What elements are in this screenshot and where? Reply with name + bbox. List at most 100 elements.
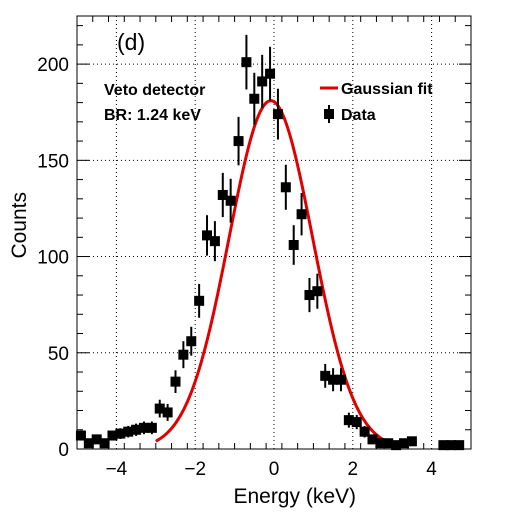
data-marker — [391, 440, 402, 451]
data-point — [257, 54, 268, 108]
data-marker — [99, 438, 110, 449]
annotation-detector: Veto detector — [104, 82, 205, 99]
data-point — [225, 178, 236, 223]
data-point — [115, 428, 126, 439]
data-point — [446, 440, 457, 451]
legend-label-fit: Gaussian fit — [341, 81, 433, 98]
data-point — [123, 425, 134, 438]
data-marker — [438, 440, 449, 451]
data-point — [391, 440, 402, 451]
data-marker — [272, 109, 283, 120]
data-point — [328, 368, 339, 392]
data-point — [241, 34, 252, 90]
data-marker — [154, 403, 165, 414]
data-marker — [178, 349, 189, 360]
data-marker — [115, 428, 126, 439]
data-point — [249, 72, 260, 125]
data-marker — [123, 426, 134, 437]
data-point — [138, 421, 149, 435]
data-point — [454, 440, 465, 451]
gaussian-fit-layer — [155, 99, 393, 446]
data-point — [288, 225, 299, 265]
data-point — [162, 403, 173, 421]
data-marker — [217, 189, 228, 200]
data-marker — [170, 376, 181, 387]
data-point — [359, 425, 370, 438]
data-marker — [280, 182, 291, 193]
y-tick-label: 200 — [37, 55, 69, 76]
data-point — [335, 368, 346, 392]
data-point — [343, 412, 354, 428]
y-tick-label: 100 — [37, 248, 69, 269]
data-point — [209, 221, 220, 262]
data-marker — [241, 57, 252, 68]
data-marker — [257, 76, 268, 87]
annotation-resolution: BR: 1.24 keV — [104, 107, 201, 124]
x-tick-label: 0 — [269, 459, 280, 480]
data-point — [312, 273, 323, 309]
data-marker — [249, 93, 260, 104]
gaussian-fit-line — [155, 99, 393, 446]
data-marker — [454, 440, 465, 451]
data-point — [194, 283, 205, 318]
data-points-layer — [75, 34, 465, 451]
x-tick-label: 4 — [426, 459, 437, 480]
data-marker — [335, 374, 346, 385]
data-marker — [383, 438, 394, 449]
data-point — [154, 399, 165, 418]
data-point — [438, 440, 449, 451]
data-point — [320, 363, 331, 388]
data-point — [75, 430, 86, 441]
data-point — [265, 46, 276, 101]
data-point — [186, 326, 197, 356]
data-marker — [375, 438, 386, 449]
data-point — [375, 438, 386, 449]
data-marker — [233, 136, 244, 147]
tick-labels: −4 −2 0 2 4 0 50 100 150 200 — [37, 55, 437, 480]
data-point — [280, 164, 291, 210]
panel-label: (d) — [117, 29, 145, 55]
data-marker — [186, 336, 197, 347]
data-point — [146, 421, 157, 435]
y-tick-label: 50 — [48, 344, 69, 365]
data-point — [296, 193, 307, 236]
data-marker — [91, 434, 102, 445]
x-tick-label: 2 — [348, 459, 359, 480]
x-tick-label: −2 — [184, 459, 206, 480]
data-point — [202, 215, 213, 256]
legend: Gaussian fit Data — [320, 81, 433, 124]
data-marker — [225, 195, 236, 206]
data-marker — [194, 295, 205, 306]
data-point — [272, 88, 283, 140]
data-marker — [406, 436, 417, 447]
legend-label-data: Data — [341, 107, 376, 124]
data-marker — [146, 422, 157, 433]
data-point — [399, 438, 410, 449]
data-point — [107, 430, 118, 441]
data-marker — [265, 68, 276, 79]
data-marker — [304, 290, 315, 301]
data-marker — [446, 440, 457, 451]
data-point — [170, 370, 181, 393]
legend-data-marker — [324, 109, 334, 119]
data-point — [383, 438, 394, 449]
data-point — [233, 116, 244, 166]
x-axis-label: Energy (keV) — [233, 485, 356, 508]
data-marker — [138, 422, 149, 433]
x-tick-label: −4 — [106, 459, 128, 480]
data-point — [91, 434, 102, 445]
data-marker — [296, 209, 307, 220]
data-point — [99, 438, 110, 449]
data-marker — [131, 424, 142, 435]
data-marker — [359, 426, 370, 437]
data-point — [367, 434, 378, 445]
data-point — [131, 423, 142, 436]
data-point — [83, 438, 94, 449]
data-marker — [343, 415, 354, 426]
data-point — [351, 414, 362, 430]
data-marker — [209, 236, 220, 247]
data-marker — [162, 407, 173, 418]
data-marker — [107, 430, 118, 441]
y-tick-label: 150 — [37, 151, 69, 172]
